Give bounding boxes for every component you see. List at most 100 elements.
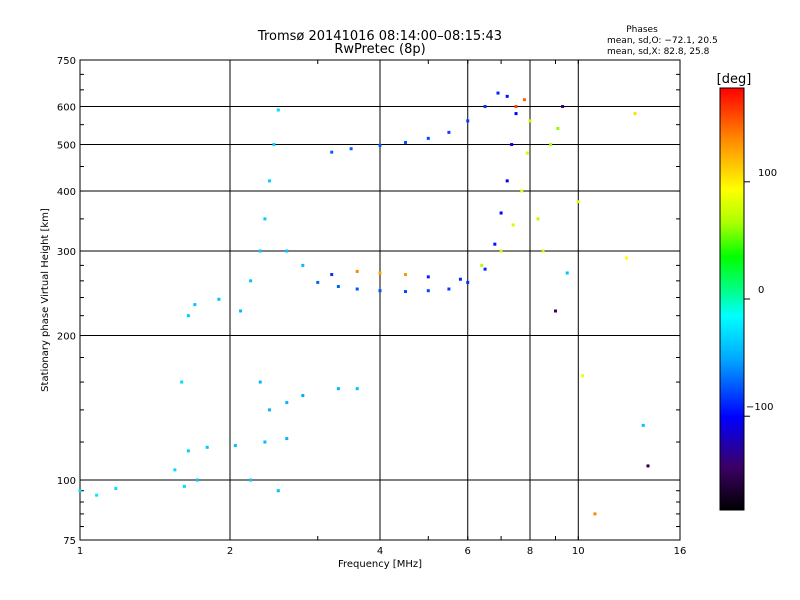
y-tick-label: 500 [57,141,76,152]
x-tick-label: 4 [377,546,383,557]
data-point [480,263,484,267]
colorbar [719,87,745,511]
y-tick-label: 100 [57,476,76,487]
data-point [499,211,503,215]
data-point [553,309,557,313]
data-point [505,179,509,183]
chart-title: Tromsø 20141016 08:14:00–08:15:43 [257,29,502,44]
data-point [561,105,565,109]
data-point [633,112,637,116]
data-point [285,437,289,441]
data-point [258,380,262,384]
data-point [285,401,289,405]
data-point [233,444,237,448]
data-point [625,256,629,260]
data-point [316,280,320,284]
data-point [193,303,197,307]
data-point [403,140,407,144]
data-point [514,105,518,109]
data-point [267,179,271,183]
data-point [272,143,276,147]
data-point [505,94,509,98]
data-point [173,468,177,472]
data-point [301,394,305,398]
y-tick-label: 600 [57,103,76,114]
data-point [205,445,209,449]
x-tick-label: 16 [674,546,687,557]
data-point [378,271,382,275]
data-point [549,143,553,147]
data-point [499,249,503,253]
data-point [330,150,334,154]
data-point [510,143,514,147]
data-point [536,217,540,221]
colorbar-tick-label: 0 [758,285,764,296]
data-point [114,487,118,491]
data-point [258,249,262,253]
data-point [581,374,585,378]
data-point [249,478,253,482]
data-point [483,105,487,109]
data-point [95,493,99,497]
data-point [483,267,487,271]
data-point [186,314,190,318]
x-tick-label: 8 [527,546,533,557]
data-point [523,98,527,102]
data-points [78,91,650,516]
data-point [195,478,199,482]
data-point [496,91,500,95]
data-point [403,290,407,294]
phase-legend-x: mean, sd,X: 82.8, 25.8 [607,47,710,57]
data-point [182,484,186,488]
phase-legend-o: mean, sd,O: −72.1, 20.5 [607,36,718,46]
data-point [263,440,267,444]
y-axis-label: Stationary phase Virtual Height [km] [40,208,51,392]
data-point [556,126,560,130]
data-point [285,249,289,253]
data-point [276,108,280,112]
data-point [276,489,280,493]
data-point [78,489,82,493]
data-point [525,151,529,155]
data-point [403,273,407,277]
x-tick-label: 1 [77,546,83,557]
grid-lines [80,60,680,540]
data-point [426,275,430,279]
data-point [186,449,190,453]
colorbar-label: [deg] [717,72,752,87]
data-point [641,423,645,427]
data-point [378,143,382,147]
data-point [239,309,243,313]
data-point [646,464,650,468]
data-point [447,130,451,134]
data-point [493,242,497,246]
data-point [355,387,359,391]
y-tick-label: 300 [57,247,76,258]
y-tick-label: 400 [57,187,76,198]
y-tick-labels: 75 100 200 300 400 500 600 750 [57,56,76,547]
colorbar-tick-label: 100 [758,168,777,179]
data-point [301,263,305,267]
data-point [355,287,359,291]
x-tick-labels: 1 2 4 6 8 10 16 [77,546,687,557]
x-tick-label: 10 [572,546,585,557]
data-point [355,269,359,273]
data-point [565,271,569,275]
data-point [514,112,518,116]
data-point [426,136,430,140]
data-point [576,200,580,204]
y-tick-label: 75 [63,536,76,547]
data-point [217,297,221,301]
data-point [349,147,353,151]
data-point [330,273,334,277]
data-point [520,189,524,193]
data-point [267,408,271,412]
data-point [447,287,451,291]
data-point [180,380,184,384]
y-tick-label: 200 [57,332,76,343]
data-point [593,512,597,516]
x-axis-label: Frequency [MHz] [338,559,422,570]
data-point [336,387,340,391]
y-tick-label: 750 [57,56,76,67]
